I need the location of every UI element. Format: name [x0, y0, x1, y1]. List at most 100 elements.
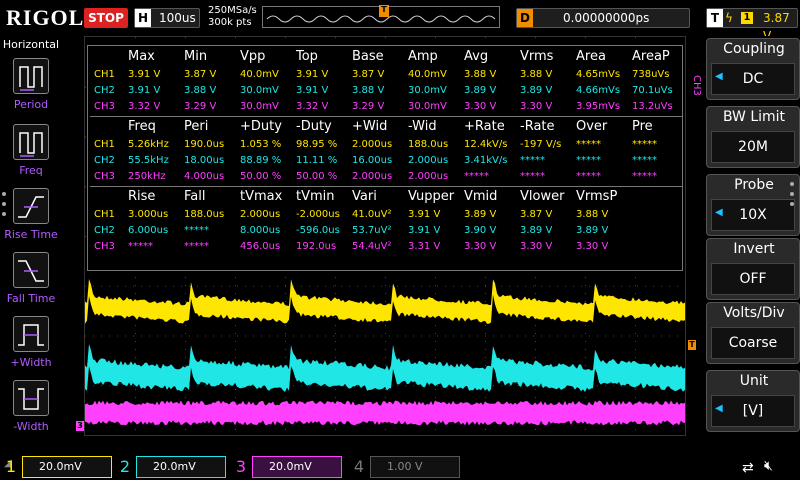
- invert-menu[interactable]: Invert OFF: [706, 238, 800, 300]
- measurement-separator: [90, 116, 682, 117]
- measurement-value: 12.4kV/s: [464, 139, 508, 150]
- speaker-muted-icon[interactable]: 🔇︎: [764, 458, 773, 474]
- measurement-header: Fall: [184, 189, 206, 204]
- timebase-letter: H: [135, 9, 151, 27]
- measure-category-title: Horizontal: [2, 38, 60, 51]
- measurement-value: *****: [576, 155, 601, 166]
- volts-div-menu[interactable]: Volts/Div Coarse: [706, 302, 800, 364]
- measurement-value: 188.0us: [184, 209, 225, 220]
- invert-title: Invert: [733, 241, 775, 257]
- measurement-value: 192.0us: [296, 241, 337, 252]
- measurement-value: 250kHz: [128, 171, 166, 182]
- waveform-display[interactable]: Max Min Vpp Top Base Amp Avg Vrms Area AreaP CH1 3.…: [84, 36, 686, 436]
- measurement-value: 50.00 %: [240, 171, 282, 182]
- measurement-value: 4.65mVs: [576, 69, 621, 80]
- timebase-value: 100us: [159, 11, 196, 25]
- measurement-header: +Duty: [240, 119, 282, 134]
- measurement-value: 70.1uVs: [632, 85, 673, 96]
- measurement-value: 3.91 V: [296, 85, 329, 96]
- measure-rise-time-button[interactable]: Rise Time: [0, 188, 62, 252]
- measurement-header-row: Max Min Vpp Top Base Amp Avg Vrms Area AreaP: [88, 48, 684, 66]
- trigger-delay[interactable]: D 0.00000000ps: [516, 8, 690, 28]
- measurement-value: 3.91 V: [408, 209, 441, 220]
- measurement-header: Vrms: [520, 49, 554, 64]
- measurement-header: Over: [576, 119, 608, 134]
- measurement-value: 3.89 V: [520, 225, 553, 236]
- measure-negative-width-button[interactable]: -Width: [0, 380, 62, 444]
- measurement-value: 3.87 V: [352, 69, 385, 80]
- measurement-value: 3.89 V: [464, 209, 497, 220]
- sample-rate: 250MSa/s: [208, 5, 257, 16]
- measure-period-button[interactable]: Period: [0, 58, 62, 122]
- measurement-value: 3.32 V: [296, 101, 329, 112]
- measurement-value: 3.41kV/s: [464, 155, 508, 166]
- fall-time-label: Fall Time: [6, 292, 56, 305]
- measurement-header: Vlower: [520, 189, 565, 204]
- measurement-value: *****: [632, 155, 657, 166]
- measurement-value: 88.89 %: [240, 155, 282, 166]
- run-stop-status[interactable]: STOP: [84, 8, 128, 28]
- measurement-channel-label: CH2: [94, 225, 115, 236]
- measurement-separator: [90, 186, 682, 187]
- measurement-value: 8.000us: [240, 225, 281, 236]
- measurement-header-row: Freq Peri +Duty -Duty +Wid -Wid +Rate -Rate Over…: [88, 118, 684, 136]
- menu-page-dots-right: [790, 182, 794, 212]
- brand-logo: RIGOL: [6, 5, 85, 30]
- measurement-header: tVmax: [240, 189, 283, 204]
- measurement-value: 40.0mV: [408, 69, 447, 80]
- measurement-value: 3.30 V: [520, 241, 553, 252]
- measurement-header: Vmid: [464, 189, 498, 204]
- ch2-scale: 20.0mV: [136, 456, 226, 478]
- measurement-value: *****: [184, 241, 209, 252]
- measurement-value: *****: [520, 171, 545, 182]
- trigger-level-marker[interactable]: T: [688, 340, 696, 350]
- bw-limit-menu[interactable]: BW Limit 20M: [706, 106, 800, 168]
- measurement-value: -197 V/s: [520, 139, 562, 150]
- measurement-row: CH3 250kHz 4.000us 50.00 % 50.00 % 2.000us 2.0…: [88, 169, 684, 185]
- memory-waveform-overview[interactable]: T: [262, 5, 500, 28]
- measurement-value: 190.0us: [184, 139, 225, 150]
- measurement-value: 2.000us: [352, 171, 393, 182]
- ch3-ground-marker[interactable]: 3: [76, 421, 84, 431]
- measurement-row: CH1 3.000us 188.0us 2.000us -2.000us 41.0uV² 3…: [88, 207, 684, 223]
- measurement-value: *****: [632, 139, 657, 150]
- freq-label: Freq: [19, 164, 43, 177]
- volts-div-title: Volts/Div: [723, 305, 785, 321]
- measurement-value: 3.91 V: [408, 225, 441, 236]
- measurement-value: 4.000us: [184, 171, 225, 182]
- ch4-number: 4: [353, 457, 365, 476]
- measurement-header: Avg: [464, 49, 489, 64]
- measurement-header: Max: [128, 49, 155, 64]
- delay-letter: D: [517, 9, 533, 27]
- measurement-value: *****: [576, 139, 601, 150]
- measurement-header: Vpp: [240, 49, 266, 64]
- unit-menu[interactable]: Unit [V] ◀: [706, 370, 800, 432]
- measurement-value: 98.95 %: [296, 139, 338, 150]
- frequency-icon: [13, 124, 49, 160]
- trigger-settings[interactable]: T ϟ 1 3.87 V: [706, 8, 798, 43]
- horizontal-timebase[interactable]: H 100us: [134, 8, 200, 28]
- probe-menu[interactable]: Probe 10X ◀: [706, 174, 800, 236]
- positive-width-label: +Width: [10, 356, 52, 369]
- measure-positive-width-button[interactable]: +Width: [0, 316, 62, 380]
- measurement-header: Vari: [352, 189, 377, 204]
- measurement-value: 6.000us: [128, 225, 169, 236]
- measurement-value: 11.11 %: [296, 155, 338, 166]
- coupling-menu[interactable]: Coupling DC ◀: [706, 38, 800, 100]
- memory-depth: 300k pts: [208, 17, 252, 28]
- measurement-value: 53.7uV²: [352, 225, 392, 236]
- measurement-value: 55.5kHz: [128, 155, 169, 166]
- measurement-value: 2.000us: [408, 155, 449, 166]
- measurement-value: 5.26kHz: [128, 139, 169, 150]
- measurement-value: 3.88 V: [576, 209, 609, 220]
- measurement-channel-label: CH2: [94, 85, 115, 96]
- trigger-source: 1: [741, 12, 753, 24]
- measurement-header: Pre: [632, 119, 653, 134]
- ch3-number: 3: [235, 457, 247, 476]
- trigger-letter: T: [707, 9, 723, 27]
- measure-fall-time-button[interactable]: Fall Time: [0, 252, 62, 316]
- measurement-row: CH2 6.000us ***** 8.000us -596.0us 53.7uV² 3.9…: [88, 223, 684, 239]
- measurement-header: Peri: [184, 119, 209, 134]
- measurement-value: 3.88 V: [520, 69, 553, 80]
- measure-freq-button[interactable]: Freq: [0, 124, 62, 188]
